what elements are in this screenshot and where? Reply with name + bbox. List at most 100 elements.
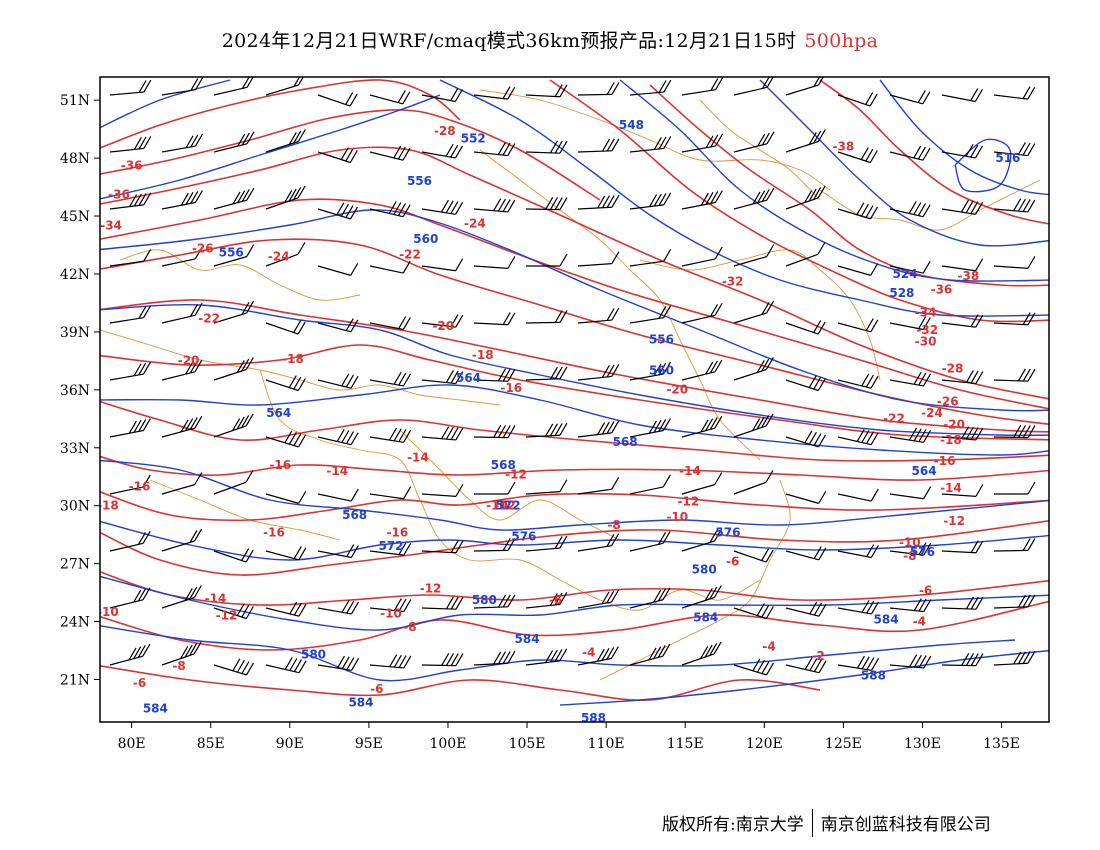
temperature-label: -16 (934, 454, 956, 468)
wind-barb (941, 653, 984, 667)
temperature-label: -20 (666, 383, 688, 397)
boundary-line (479, 89, 831, 191)
wind-barb (525, 84, 568, 98)
wind-barb (265, 242, 306, 267)
temperature-isotherm (100, 79, 461, 149)
wind-barb (837, 263, 879, 276)
x-tick-label: 105E (509, 736, 546, 752)
wind-barb (837, 92, 878, 107)
footer-owner: 版权所有:南京大学 (662, 815, 804, 835)
y-tick-label: 48N (60, 151, 90, 167)
x-tick-label: 135E (983, 736, 1020, 752)
temperature-isotherm (100, 490, 1049, 522)
temperature-label: -36 (931, 282, 953, 296)
height-label: 588 (861, 669, 886, 683)
wind-barb (629, 587, 671, 609)
temperature-label: -4 (582, 645, 595, 659)
wind-barb (109, 79, 152, 96)
wind-barb (733, 187, 775, 210)
wind-barb (629, 474, 671, 495)
temperature-label: -28 (434, 124, 456, 138)
wind-barb (577, 646, 619, 666)
wind-barb (161, 359, 203, 381)
height-label: 556 (649, 332, 674, 346)
wind-barb (889, 654, 932, 669)
temperature-label: -22 (399, 248, 421, 262)
height-contour (439, 79, 1049, 317)
wind-barb (369, 90, 411, 105)
wind-barb (837, 488, 879, 502)
wind-barb (109, 248, 152, 267)
height-contour (100, 79, 231, 129)
y-tick-label: 33N (60, 441, 90, 457)
wind-barb (526, 253, 568, 267)
wind-barb (109, 587, 151, 609)
temperature-label: -24 (921, 406, 943, 420)
height-label: 576 (715, 526, 740, 540)
height-label: 568 (613, 435, 638, 449)
wind-barb (837, 318, 879, 333)
height-label: 552 (461, 132, 486, 146)
wind-barb (317, 147, 358, 164)
wind-barb (317, 599, 360, 615)
wind-barb (161, 190, 203, 210)
temperature-label: -14 (326, 464, 348, 478)
temperature-label: -12 (678, 495, 700, 509)
wind-barb (161, 472, 203, 495)
wind-barb (993, 86, 1036, 100)
temperature-label: -14 (407, 450, 429, 464)
wind-barb (577, 194, 620, 210)
wind-barb (421, 426, 464, 441)
wind-barb (733, 244, 775, 267)
wind-barb (265, 430, 307, 448)
wind-barb (421, 653, 464, 667)
x-tick-label: 90E (276, 736, 304, 752)
temperature-label: -10 (666, 510, 688, 524)
temperature-label: -14 (940, 481, 962, 495)
wind-barb (993, 198, 1036, 213)
temperature-label: -6 (919, 584, 932, 598)
wind-barb (681, 246, 723, 267)
temperature-label: -16 (500, 381, 522, 395)
wind-barb (577, 138, 620, 153)
height-label: 576 (910, 545, 935, 559)
wind-barb (733, 357, 774, 381)
temperature-label: -10 (899, 535, 921, 549)
wind-barb (889, 260, 931, 274)
wind-barb (421, 88, 463, 103)
wind-barb (265, 185, 306, 210)
height-contour (954, 138, 1012, 193)
wind-barb (317, 655, 360, 671)
wind-barb (889, 201, 931, 218)
wind-barb (109, 136, 152, 153)
temperature-label: -12 (943, 514, 965, 528)
wind-barb (577, 364, 620, 381)
wind-barbs (109, 77, 1036, 676)
wind-barb (265, 77, 304, 96)
wind-barb (733, 77, 774, 96)
wind-barb (785, 320, 826, 335)
temperature-label: -38 (833, 139, 855, 153)
temperature-label: -20 (432, 319, 454, 333)
wind-barb (681, 528, 723, 552)
wind-barb (577, 476, 620, 495)
x-tick-label: 130E (904, 736, 941, 752)
footer-separator (811, 808, 813, 837)
wind-barb (213, 548, 254, 563)
wind-barb (213, 413, 254, 438)
x-tick-label: 110E (588, 736, 625, 752)
height-label: 584 (874, 613, 899, 627)
temperature-label: -18 (940, 433, 962, 447)
temperature-isotherm (819, 79, 1049, 225)
wind-barb (994, 481, 1036, 495)
wind-barb (317, 318, 359, 333)
wind-barb (785, 129, 826, 153)
wind-barb (525, 592, 568, 609)
wind-barb (733, 413, 774, 438)
wind-barb (369, 542, 412, 556)
wind-barb (629, 136, 672, 153)
height-contour (100, 384, 1049, 456)
temperature-label: -34 (100, 219, 122, 233)
wind-barb (577, 82, 620, 96)
wind-barb (941, 540, 984, 554)
